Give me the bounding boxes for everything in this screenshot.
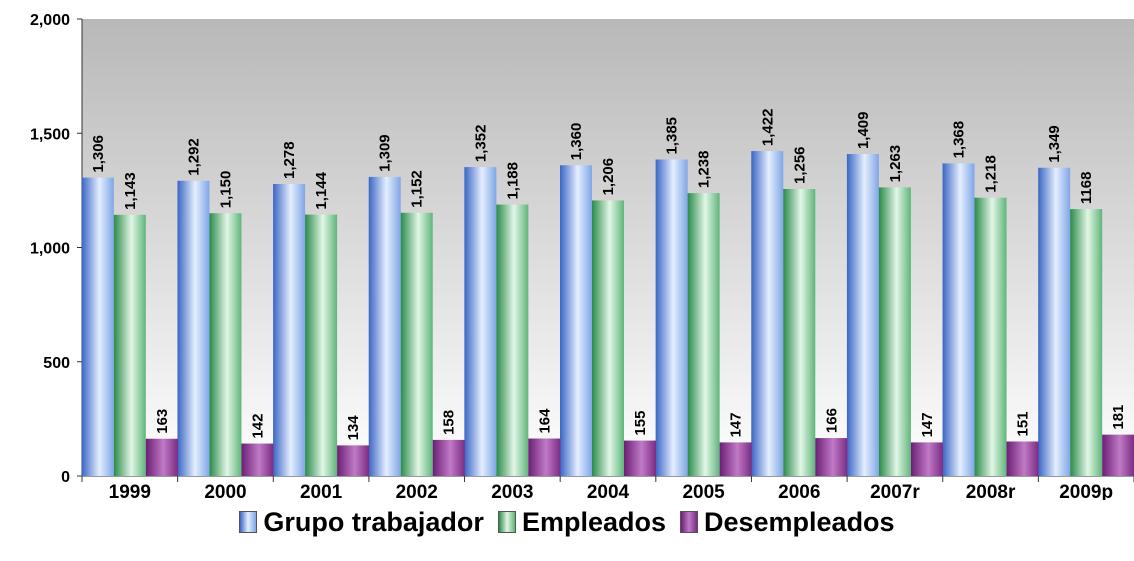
data-label-desempleados: 147 — [919, 412, 936, 437]
data-labels: 1,306 1,292 1,278 1,309 1,352 1,360 1,385 1,422… — [90, 109, 1127, 441]
bar-grupo-trabajador — [751, 151, 784, 476]
legend-item-grupo-trabajador: Grupo trabajador — [239, 507, 484, 538]
bar-empleados — [592, 200, 624, 476]
y-axis-ticks: 0 500 1,000 1,500 2,000 — [30, 12, 82, 486]
data-label-grupo-trabajador: 1,385 — [664, 117, 681, 155]
bar-desempleados — [337, 445, 370, 476]
bar-empleados — [783, 189, 816, 476]
legend-swatch-grupo-trabajador — [239, 511, 258, 533]
legend: Grupo trabajador Empleados Desempleados — [0, 502, 1134, 542]
bar-grupo-trabajador — [846, 154, 879, 476]
bar-grupo-trabajador — [942, 163, 975, 477]
bar-desempleados — [1006, 441, 1039, 476]
x-tick-label: 2009p — [1059, 482, 1113, 500]
bar-desempleados — [719, 442, 752, 476]
data-label-desempleados: 158 — [441, 410, 458, 435]
data-label-empleados: 1,256 — [791, 146, 808, 184]
data-label-grupo-trabajador: 1,422 — [759, 109, 776, 147]
legend-swatch-empleados — [497, 511, 516, 533]
data-label-empleados: 1,263 — [887, 145, 904, 183]
bar-empleados — [496, 204, 529, 477]
data-label-desempleados: 163 — [154, 409, 171, 434]
x-tick-label: 2001 — [300, 482, 343, 500]
data-label-grupo-trabajador: 1,292 — [185, 138, 202, 176]
bar-desempleados — [241, 443, 274, 476]
bar-grupo-trabajador — [560, 165, 592, 477]
data-label-grupo-trabajador: 1,309 — [377, 134, 394, 172]
bar-empleados — [687, 193, 720, 476]
data-label-grupo-trabajador: 1,409 — [855, 111, 872, 149]
data-label-grupo-trabajador: 1,368 — [951, 121, 968, 159]
data-label-desempleados: 164 — [536, 408, 553, 434]
data-label-desempleados: 151 — [1015, 411, 1032, 436]
y-tick-label: 500 — [43, 355, 70, 372]
bar-desempleados — [432, 439, 465, 476]
bar-desempleados — [528, 438, 561, 476]
data-label-grupo-trabajador: 1,278 — [281, 141, 298, 179]
bar-empleados — [400, 212, 433, 476]
bar-grupo-trabajador — [177, 180, 210, 476]
legend-label-empleados: Empleados — [521, 506, 666, 537]
bars — [81, 151, 1134, 477]
legend-label-grupo-trabajador: Grupo trabajador — [263, 506, 484, 537]
bar-grupo-trabajador — [655, 159, 688, 476]
bar-chart: 0 500 1,000 1,500 2,000 1999 2000 2001 2002 2003… — [30, 12, 1134, 500]
x-tick-label: 2002 — [396, 482, 438, 500]
data-label-desempleados: 142 — [249, 414, 266, 439]
data-label-desempleados: 134 — [345, 415, 362, 441]
bar-grupo-trabajador — [1038, 167, 1071, 477]
bar-empleados — [878, 187, 911, 477]
data-label-desempleados: 181 — [1110, 405, 1127, 430]
x-tick-label: 2005 — [682, 482, 725, 500]
bar-desempleados — [910, 442, 943, 476]
bar-desempleados — [815, 438, 848, 476]
legend-item-empleados: Empleados — [497, 506, 666, 538]
x-axis-ticks: 1999 2000 2001 2002 2003 2004 2005 2006 2007r 200… — [81, 476, 1134, 500]
bar-empleados — [113, 214, 146, 476]
bar-grupo-trabajador — [273, 183, 306, 477]
x-tick-label: 2004 — [587, 482, 630, 500]
data-label-empleados: 1,144 — [313, 171, 330, 209]
bar-desempleados — [624, 440, 656, 476]
x-tick-label: 2000 — [204, 482, 246, 500]
bar-empleados — [209, 213, 242, 476]
data-label-empleados: 1,206 — [600, 158, 617, 196]
bar-empleados — [974, 197, 1007, 476]
data-label-empleados: 1,238 — [696, 151, 713, 189]
data-label-desempleados: 147 — [728, 412, 745, 437]
bar-grupo-trabajador — [81, 177, 114, 477]
x-tick-label: 2008r — [966, 482, 1016, 500]
data-label-empleados: 1,150 — [217, 171, 234, 209]
x-tick-label: 2006 — [778, 482, 820, 500]
data-label-empleados: 1,152 — [409, 170, 426, 208]
x-tick-label: 2003 — [491, 482, 533, 500]
y-tick-label: 1,500 — [30, 126, 70, 143]
bar-grupo-trabajador — [464, 167, 497, 476]
bar-empleados — [305, 214, 338, 476]
x-tick-label: 1999 — [109, 482, 151, 500]
y-tick-label: 2,000 — [30, 12, 70, 29]
bar-desempleados — [1102, 434, 1134, 476]
legend-item-desempleados: Desempleados — [679, 506, 895, 538]
data-label-grupo-trabajador: 1,349 — [1046, 125, 1063, 163]
x-tick-label: 2007r — [870, 482, 920, 500]
data-label-grupo-trabajador: 1,352 — [472, 125, 489, 163]
data-label-empleados: 1,218 — [983, 155, 1000, 193]
bar-grupo-trabajador — [368, 176, 401, 476]
data-label-empleados: 1168 — [1078, 172, 1095, 205]
legend-swatch-desempleados — [679, 511, 698, 533]
y-tick-label: 0 — [61, 469, 70, 486]
data-label-grupo-trabajador: 1,306 — [90, 135, 107, 173]
data-label-desempleados: 166 — [823, 408, 840, 433]
legend-label-desempleados: Desempleados — [703, 506, 895, 537]
bar-desempleados — [145, 438, 178, 476]
bar-empleados — [1070, 209, 1103, 476]
data-label-grupo-trabajador: 1,360 — [568, 123, 585, 161]
data-label-empleados: 1,143 — [122, 172, 139, 210]
data-label-empleados: 1,188 — [504, 162, 521, 200]
data-label-desempleados: 155 — [632, 411, 649, 436]
y-tick-label: 1,000 — [30, 241, 70, 258]
